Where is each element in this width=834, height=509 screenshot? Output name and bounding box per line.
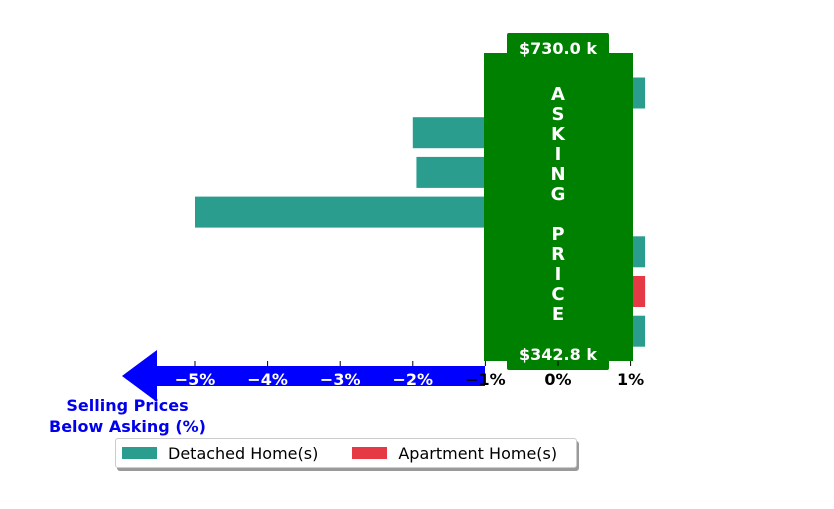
below-asking-arrow <box>122 350 485 402</box>
arrow-layer <box>122 350 485 402</box>
asking-price-letter-8: P <box>551 224 564 245</box>
asking-price-letter-9: R <box>551 244 565 265</box>
legend-item-apartment: Apartment Home(s) <box>352 444 557 463</box>
x-tick-label-5: −1% <box>465 370 506 389</box>
asking-price-letter-2: S <box>552 104 565 125</box>
x-tick-label-2: −4% <box>247 370 288 389</box>
top-price-box <box>507 33 609 63</box>
x-axis-label-line-1: Selling Prices <box>66 396 189 415</box>
asking-price-letter-4: I <box>555 144 562 165</box>
asking-price-letter-11: C <box>551 284 564 305</box>
asking-price-letter-5: N <box>550 164 565 185</box>
x-tick-label-4: −2% <box>393 370 434 389</box>
x-tick-label-7: 1% <box>617 370 644 389</box>
asking-price-letter-10: I <box>555 264 562 285</box>
asking-price-letter-1: A <box>551 84 565 105</box>
bottom-price-label: $342.8 k <box>519 345 597 364</box>
x-tick-label-3: −3% <box>320 370 361 389</box>
legend: Detached Home(s) Apartment Home(s) <box>115 438 577 468</box>
x-tick-label-1: −5% <box>175 370 216 389</box>
asking-price-letter-12: E <box>552 304 564 325</box>
x-axis-label-line-2: Below Asking (%) <box>49 417 206 436</box>
legend-label-detached: Detached Home(s) <box>168 443 319 463</box>
legend-swatch-apartment <box>352 447 388 459</box>
legend-label-apartment: Apartment Home(s) <box>398 443 558 463</box>
x-axis-label: Selling Prices Below Asking (%) <box>40 395 215 437</box>
x-tick-label-6: 0% <box>544 370 571 389</box>
legend-item-detached: Detached Home(s) <box>122 444 318 463</box>
top-price-label: $730.0 k <box>519 39 597 58</box>
bottom-price-box <box>507 340 609 370</box>
legend-swatch-detached <box>122 447 157 459</box>
asking-price-letter-3: K <box>551 124 566 145</box>
asking-price-band <box>484 53 633 361</box>
asking-price-letter-6: G <box>551 184 566 205</box>
ticks-layer: −5% −4% −3% −2% −1% 0% 1% <box>175 361 644 389</box>
